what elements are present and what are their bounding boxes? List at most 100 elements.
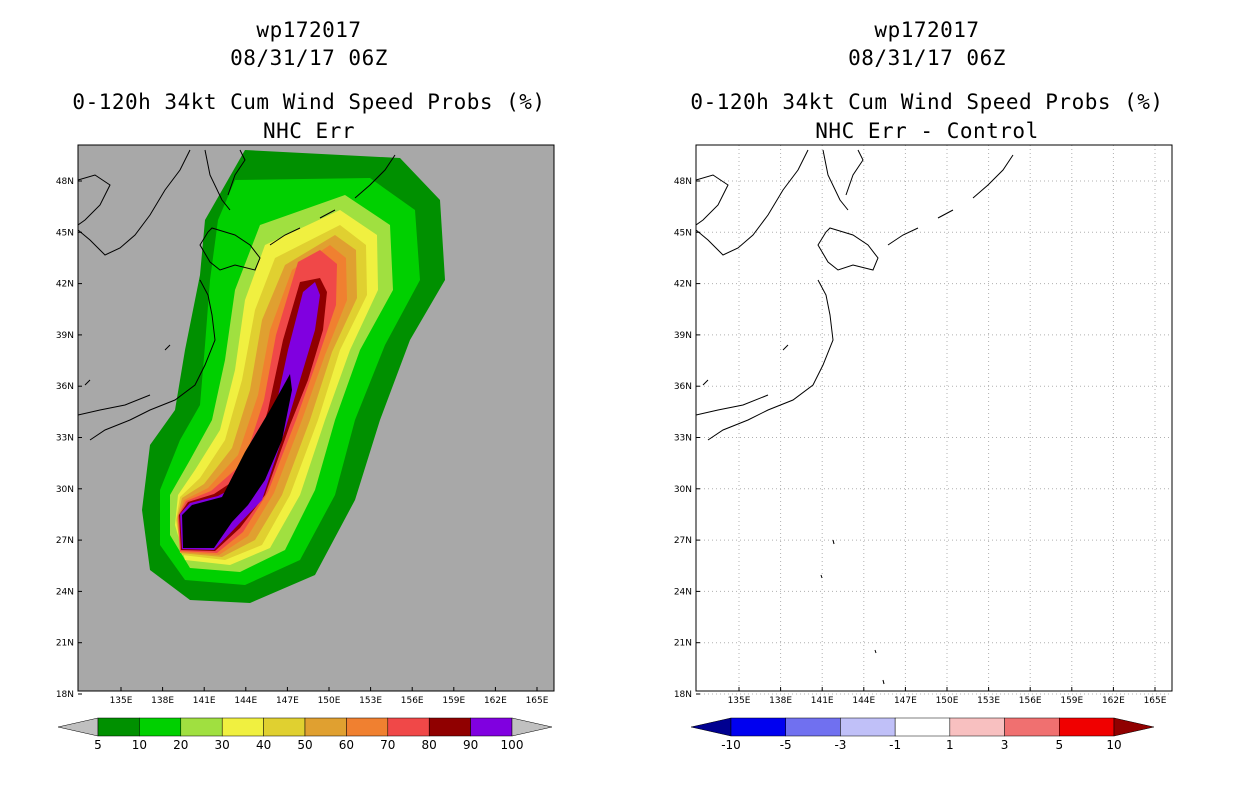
lon-label: 147E — [894, 696, 917, 706]
lon-label: 153E — [977, 696, 1000, 706]
colorbar-label: 30 — [215, 738, 230, 752]
axis-ticks: 135E 138E 141E 144E 147E 150E 153E 156E 159E 162E… — [674, 177, 1167, 706]
colorbar-swatch — [949, 717, 1005, 737]
contour-100 — [182, 374, 292, 548]
lat-label: 21N — [674, 639, 692, 649]
lat-label: 45N — [674, 228, 692, 238]
datetime-title: 08/31/17 06Z — [230, 46, 388, 70]
lat-label: 42N — [56, 280, 74, 290]
colorbar-label: 20 — [173, 738, 188, 752]
colorbar-swatch — [428, 717, 471, 737]
product-title: 0-120h 34kt Cum Wind Speed Probs (%) — [690, 90, 1164, 114]
storm-id-title: wp172017 — [874, 18, 980, 42]
colorbar-label: 60 — [339, 738, 354, 752]
lon-label: 144E — [852, 696, 875, 706]
subtitle: NHC Err - Control — [815, 119, 1039, 143]
lat-label: 48N — [56, 177, 74, 187]
map-frame — [695, 144, 1173, 692]
colorbar-swatch — [263, 717, 306, 737]
probability-contours — [142, 150, 445, 603]
datetime-title: 08/31/17 06Z — [848, 46, 1006, 70]
colorbar-label: 90 — [463, 738, 478, 752]
panel-nhc-err-minus-control: wp172017 08/31/17 06Z 0-120h 34kt Cum Wi… — [618, 0, 1236, 800]
lat-label: 36N — [674, 382, 692, 392]
lon-label: 156E — [401, 696, 424, 706]
lon-label: 150E — [936, 696, 959, 706]
colorbar-over-arrow — [511, 717, 553, 737]
panel-nhc-err: wp172017 08/31/17 06Z 0-120h 34kt Cum Wi… — [56, 18, 555, 752]
colorbar-label: 3 — [1001, 738, 1009, 752]
lat-label: 21N — [56, 639, 74, 649]
lat-label: 39N — [674, 331, 692, 341]
colorbar-swatch — [730, 717, 786, 737]
lat-label: 33N — [56, 434, 74, 444]
lon-label: 135E — [110, 696, 133, 706]
lat-label: 39N — [56, 331, 74, 341]
lon-label: 156E — [1019, 696, 1042, 706]
lon-label: 144E — [234, 696, 257, 706]
lon-label: 135E — [728, 696, 751, 706]
lon-label: 159E — [1060, 696, 1083, 706]
colorbar-label: 10 — [1106, 738, 1121, 752]
lat-label: 27N — [674, 536, 692, 546]
map-frame — [77, 144, 555, 692]
lat-label: 42N — [674, 280, 692, 290]
lat-label: 24N — [674, 587, 692, 597]
lat-label: 18N — [674, 690, 692, 700]
colorbar-label: 50 — [297, 738, 312, 752]
coastlines — [696, 149, 1014, 685]
colorbar-under-arrow — [57, 717, 99, 737]
lat-label: 45N — [56, 228, 74, 238]
coastlines — [78, 149, 396, 441]
lat-label: 30N — [56, 485, 74, 495]
colorbar-swatch — [1004, 717, 1060, 737]
colorbar: -10 -5 -3 -1 1 3 5 10 — [690, 717, 1155, 752]
product-title: 0-120h 34kt Cum Wind Speed Probs (%) — [72, 90, 546, 114]
colorbar-label: -1 — [889, 738, 901, 752]
lat-label: 30N — [674, 485, 692, 495]
lat-label: 36N — [56, 382, 74, 392]
lon-label: 153E — [359, 696, 382, 706]
axis-ticks: 135E 138E 141E 144E 147E 150E 153E 156E 159E 162E… — [56, 177, 549, 706]
colorbar-swatch — [840, 717, 896, 737]
lat-label: 24N — [56, 587, 74, 597]
colorbar-label: -5 — [780, 738, 792, 752]
lon-label: 165E — [1144, 696, 1167, 706]
colorbar: 5 10 20 30 40 50 60 70 80 90 100 — [57, 717, 553, 752]
colorbar-label: 100 — [501, 738, 524, 752]
colorbar-swatch — [387, 717, 430, 737]
colorbar-swatch — [139, 717, 182, 737]
lon-label: 141E — [811, 696, 834, 706]
lat-label: 33N — [674, 434, 692, 444]
colorbar-label: 10 — [132, 738, 147, 752]
lon-label: 165E — [526, 696, 549, 706]
colorbar-label: 70 — [380, 738, 395, 752]
lon-label: 162E — [484, 696, 507, 706]
lon-label: 141E — [193, 696, 216, 706]
subtitle: NHC Err — [262, 119, 355, 143]
lon-label: 162E — [1102, 696, 1125, 706]
map-background — [696, 145, 1172, 691]
lon-label: 138E — [769, 696, 792, 706]
colorbar-swatch — [304, 717, 347, 737]
lat-label: 48N — [674, 177, 692, 187]
colorbar-under-arrow — [690, 717, 732, 737]
gridlines — [696, 145, 1172, 695]
colorbar-swatch — [346, 717, 389, 737]
colorbar-label: 1 — [946, 738, 954, 752]
lon-label: 150E — [318, 696, 341, 706]
lat-label: 27N — [56, 536, 74, 546]
lon-label: 147E — [276, 696, 299, 706]
colorbar-label: 40 — [256, 738, 271, 752]
lon-label: 159E — [442, 696, 465, 706]
colorbar-over-arrow — [1113, 717, 1155, 737]
colorbar-label: -10 — [721, 738, 741, 752]
colorbar-swatch — [180, 717, 223, 737]
colorbar-swatch — [785, 717, 841, 737]
colorbar-swatch — [470, 717, 513, 737]
colorbar-label: -3 — [834, 738, 846, 752]
map-left: 135E 138E 141E 144E 147E 150E 153E 156E 159E 162E… — [56, 144, 555, 752]
colorbar-swatch — [221, 717, 264, 737]
map-right: 135E 138E 141E 144E 147E 150E 153E 156E 159E 162E… — [674, 144, 1173, 752]
colorbar-swatch — [894, 717, 951, 737]
